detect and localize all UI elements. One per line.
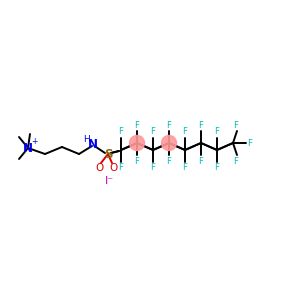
Text: F: F — [135, 157, 140, 166]
Text: H: H — [84, 134, 90, 143]
Text: F: F — [151, 164, 155, 172]
Text: F: F — [167, 121, 171, 130]
Text: S: S — [104, 148, 112, 160]
Text: F: F — [183, 128, 188, 136]
Text: F: F — [214, 164, 219, 172]
Text: +: + — [31, 136, 37, 146]
Text: F: F — [199, 157, 203, 166]
Text: F: F — [234, 157, 239, 166]
Text: F: F — [214, 128, 219, 136]
Text: F: F — [118, 164, 123, 172]
Circle shape — [130, 136, 145, 151]
Text: N: N — [23, 142, 33, 154]
Text: F: F — [183, 164, 188, 172]
Text: N: N — [88, 139, 98, 152]
Text: F: F — [199, 121, 203, 130]
Text: I⁻: I⁻ — [104, 176, 114, 186]
Text: F: F — [118, 128, 123, 136]
Circle shape — [161, 136, 176, 151]
Text: F: F — [167, 157, 171, 166]
Text: F: F — [248, 139, 252, 148]
Text: F: F — [234, 121, 239, 130]
Text: O: O — [109, 163, 117, 173]
Text: O: O — [96, 163, 104, 173]
Text: F: F — [135, 121, 140, 130]
Text: F: F — [151, 128, 155, 136]
